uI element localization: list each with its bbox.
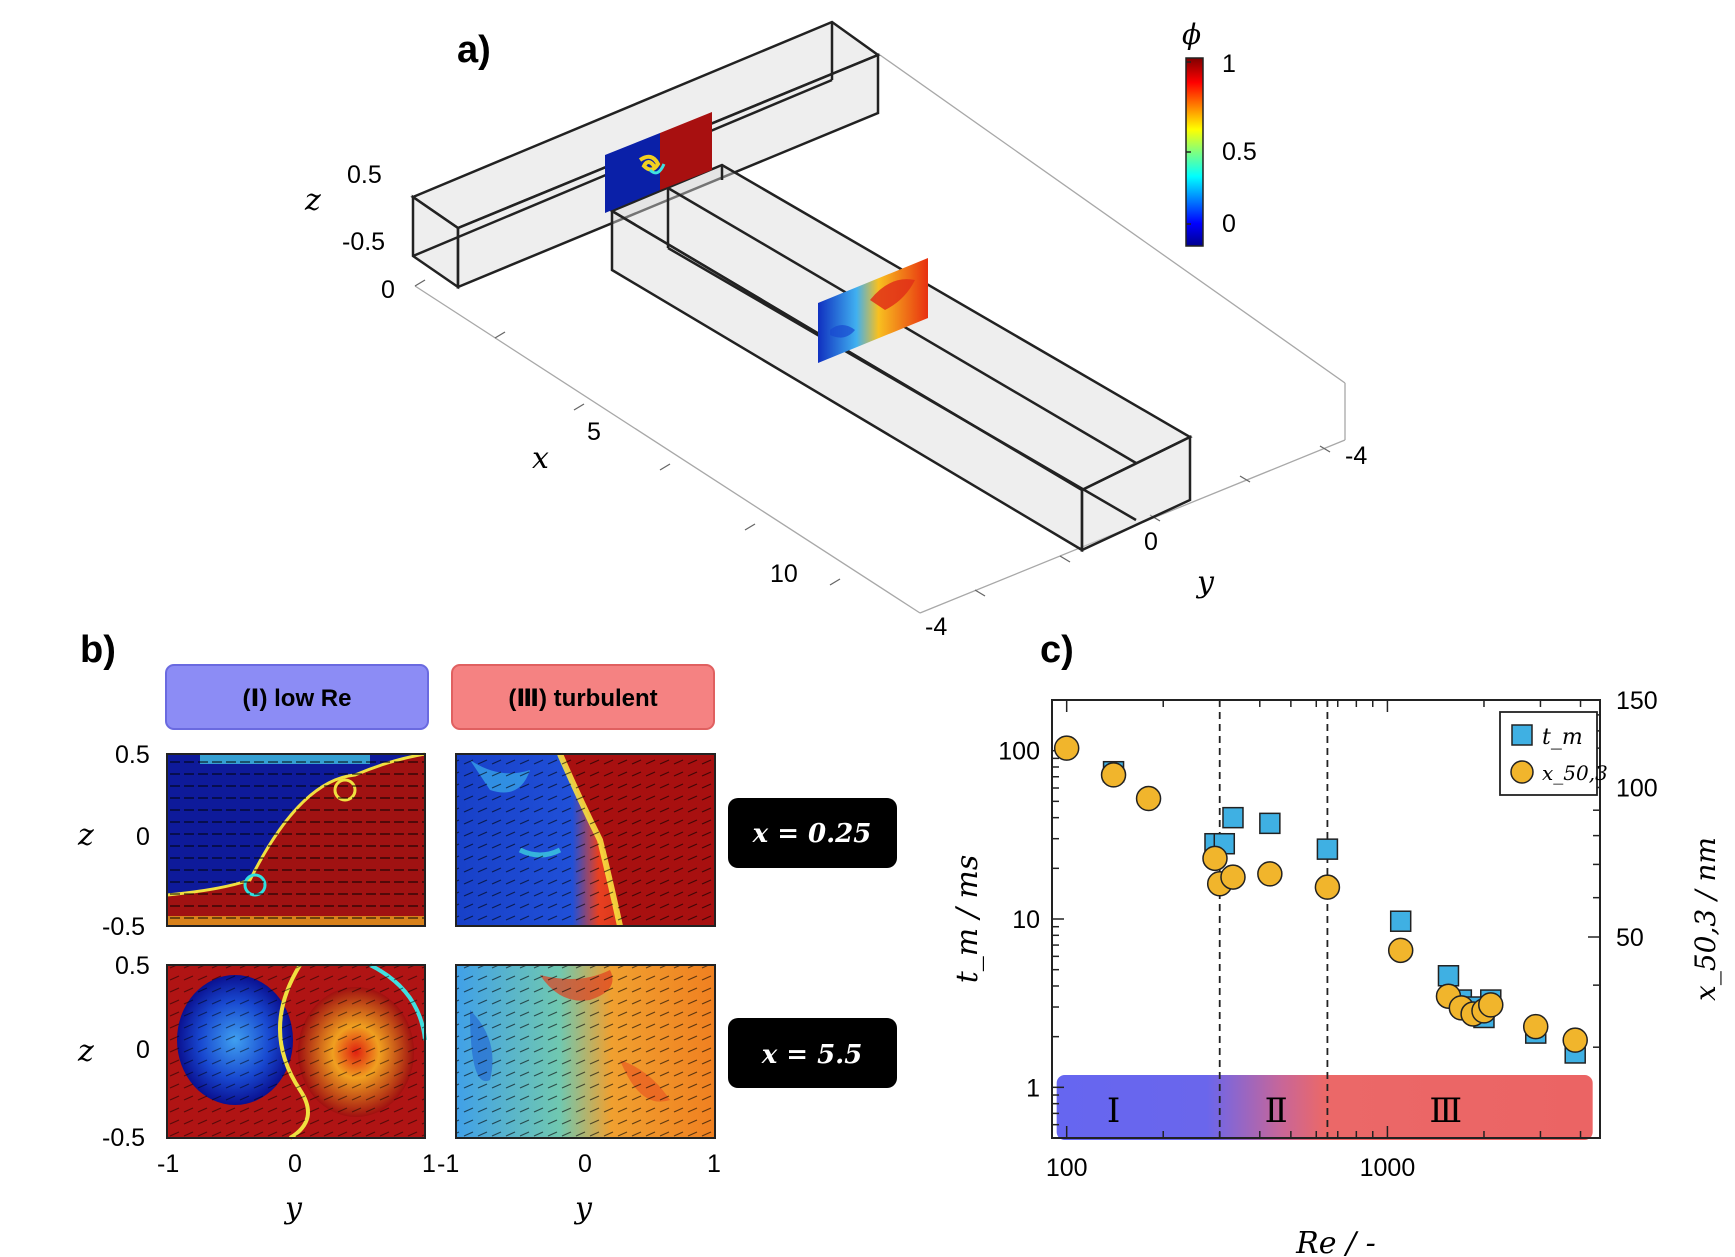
x-tick-label: 1000 <box>1360 1154 1416 1182</box>
legend-label: t_m <box>1542 725 1583 750</box>
t-channel <box>410 20 1193 553</box>
z-tick: -0.5 <box>342 228 385 256</box>
panel-c-label: c) <box>1040 629 1074 671</box>
data-point-circle <box>1478 992 1504 1018</box>
field-low-inlet <box>166 752 426 927</box>
regime-band <box>1056 1075 1593 1140</box>
x-axis-label: Re / - <box>1295 1226 1376 1257</box>
regime-label: Ⅱ <box>1265 1091 1288 1131</box>
y2-tick-label: 50 <box>1616 924 1644 952</box>
data-point-circle <box>1314 874 1341 900</box>
data-point-circle <box>1562 1027 1588 1053</box>
x-axis-label: x <box>532 441 549 476</box>
data-point-circle <box>1387 937 1414 964</box>
panel-a: a) <box>304 18 1367 641</box>
b-y-tick: 1 <box>422 1150 436 1178</box>
y-tick: -4 <box>925 613 947 641</box>
data-point-circle <box>1202 845 1228 872</box>
regime-turb-text: (Ⅲ) turbulent <box>508 685 657 712</box>
b-y-tick: 1 <box>707 1150 721 1178</box>
b-z-tick: -0.5 <box>102 913 145 941</box>
y-axis-label: t_m / ms <box>950 855 985 984</box>
field-turb-outlet <box>455 964 716 1139</box>
colorbar-tick: 1 <box>1222 50 1236 78</box>
b-y-tick: -1 <box>437 1150 459 1178</box>
panel-a-label: a) <box>457 29 491 71</box>
colorbar: ϕ 1 0.5 0 <box>1182 18 1257 247</box>
data-point-square <box>1222 806 1244 829</box>
y2-tick-label: 100 <box>1616 774 1658 802</box>
x-tick: 10 <box>770 560 798 588</box>
panel-b-label: b) <box>80 629 116 671</box>
position-badge-top <box>728 798 897 868</box>
panel-b: b) (Ⅰ) low Re (Ⅲ) turbulent <box>77 629 897 1226</box>
y-tick: 0 <box>1144 528 1158 556</box>
position-badge-bottom-text: x = 5.5 <box>761 1040 863 1070</box>
data-point-circle <box>1053 735 1080 761</box>
regime-low-pill <box>165 664 429 730</box>
colorbar-tick: 0 <box>1222 210 1236 238</box>
b-z-label-bottom: z <box>77 1034 94 1069</box>
b-y-label-left: y <box>283 1191 303 1226</box>
colorbar-tick: 0.5 <box>1222 138 1257 166</box>
data-point-circle <box>1522 1013 1549 1040</box>
x-axis-ticks <box>414 279 841 586</box>
y-tick-label: 1 <box>1026 1074 1040 1102</box>
b-z-tick: 0.5 <box>115 952 150 980</box>
y-tick-label: 10 <box>1012 906 1040 934</box>
b-y-tick: 0 <box>288 1150 302 1178</box>
regime-label: Ⅰ <box>1107 1091 1120 1131</box>
z-tick: 0 <box>381 276 395 304</box>
field-turb-inlet <box>455 752 716 927</box>
b-y-tick: 0 <box>578 1150 592 1178</box>
y-tick: -4 <box>1345 442 1367 470</box>
data-point-circle <box>1135 785 1162 812</box>
legend-marker-circle <box>1510 760 1534 784</box>
y-tick-label: 100 <box>998 738 1040 766</box>
data-point-circle <box>1257 861 1283 887</box>
slice-outlet <box>818 258 928 363</box>
y-axis-ticks <box>974 445 1331 597</box>
x-tick: 5 <box>587 418 601 446</box>
data-point-square <box>1437 965 1460 987</box>
regime-turb-pill <box>451 664 715 730</box>
field-low-outlet <box>166 963 427 1140</box>
regime-label: Ⅲ <box>1429 1091 1462 1131</box>
data-point-square <box>1389 910 1412 932</box>
legend-marker-square <box>1511 724 1533 746</box>
b-z-tick: 0 <box>136 823 150 851</box>
b-y-label-right: y <box>573 1191 593 1226</box>
data-point-square <box>1259 812 1281 835</box>
position-badge-bottom <box>728 1018 897 1088</box>
z-tick: 0.5 <box>347 161 382 189</box>
b-z-tick: 0 <box>136 1036 150 1064</box>
slice-inlet <box>605 112 712 213</box>
data-point-square <box>1316 838 1339 860</box>
b-z-label-top: z <box>77 818 94 853</box>
panel-c: c) Ⅰ Ⅱ Ⅲ 100 1000 1 10 100 50 100 150 Re / - t_m / m… <box>950 629 1722 1257</box>
y2-axis-label: x_50,3 / nm <box>1689 837 1722 1001</box>
z-axis-label: z <box>304 183 321 218</box>
y-axis-label: y <box>1195 565 1215 600</box>
y2-tick-label: 150 <box>1616 687 1658 715</box>
b-z-tick: 0.5 <box>115 741 150 769</box>
data-point-circle <box>1100 762 1127 788</box>
b-z-tick: -0.5 <box>102 1124 145 1152</box>
colorbar-label: ϕ <box>1182 18 1201 51</box>
x-tick-label: 100 <box>1046 1154 1088 1182</box>
data-point-circle <box>1220 864 1246 890</box>
position-badge-top-text: x = 0.25 <box>752 819 872 849</box>
b-y-tick: -1 <box>157 1150 179 1178</box>
scatter-chart: Ⅰ Ⅱ Ⅲ 100 1000 1 10 100 50 100 150 Re / - t_m / ms x_… <box>950 687 1722 1257</box>
legend-label: x_50,3 <box>1542 761 1608 785</box>
regime-low-text: (Ⅰ) low Re <box>243 685 352 712</box>
